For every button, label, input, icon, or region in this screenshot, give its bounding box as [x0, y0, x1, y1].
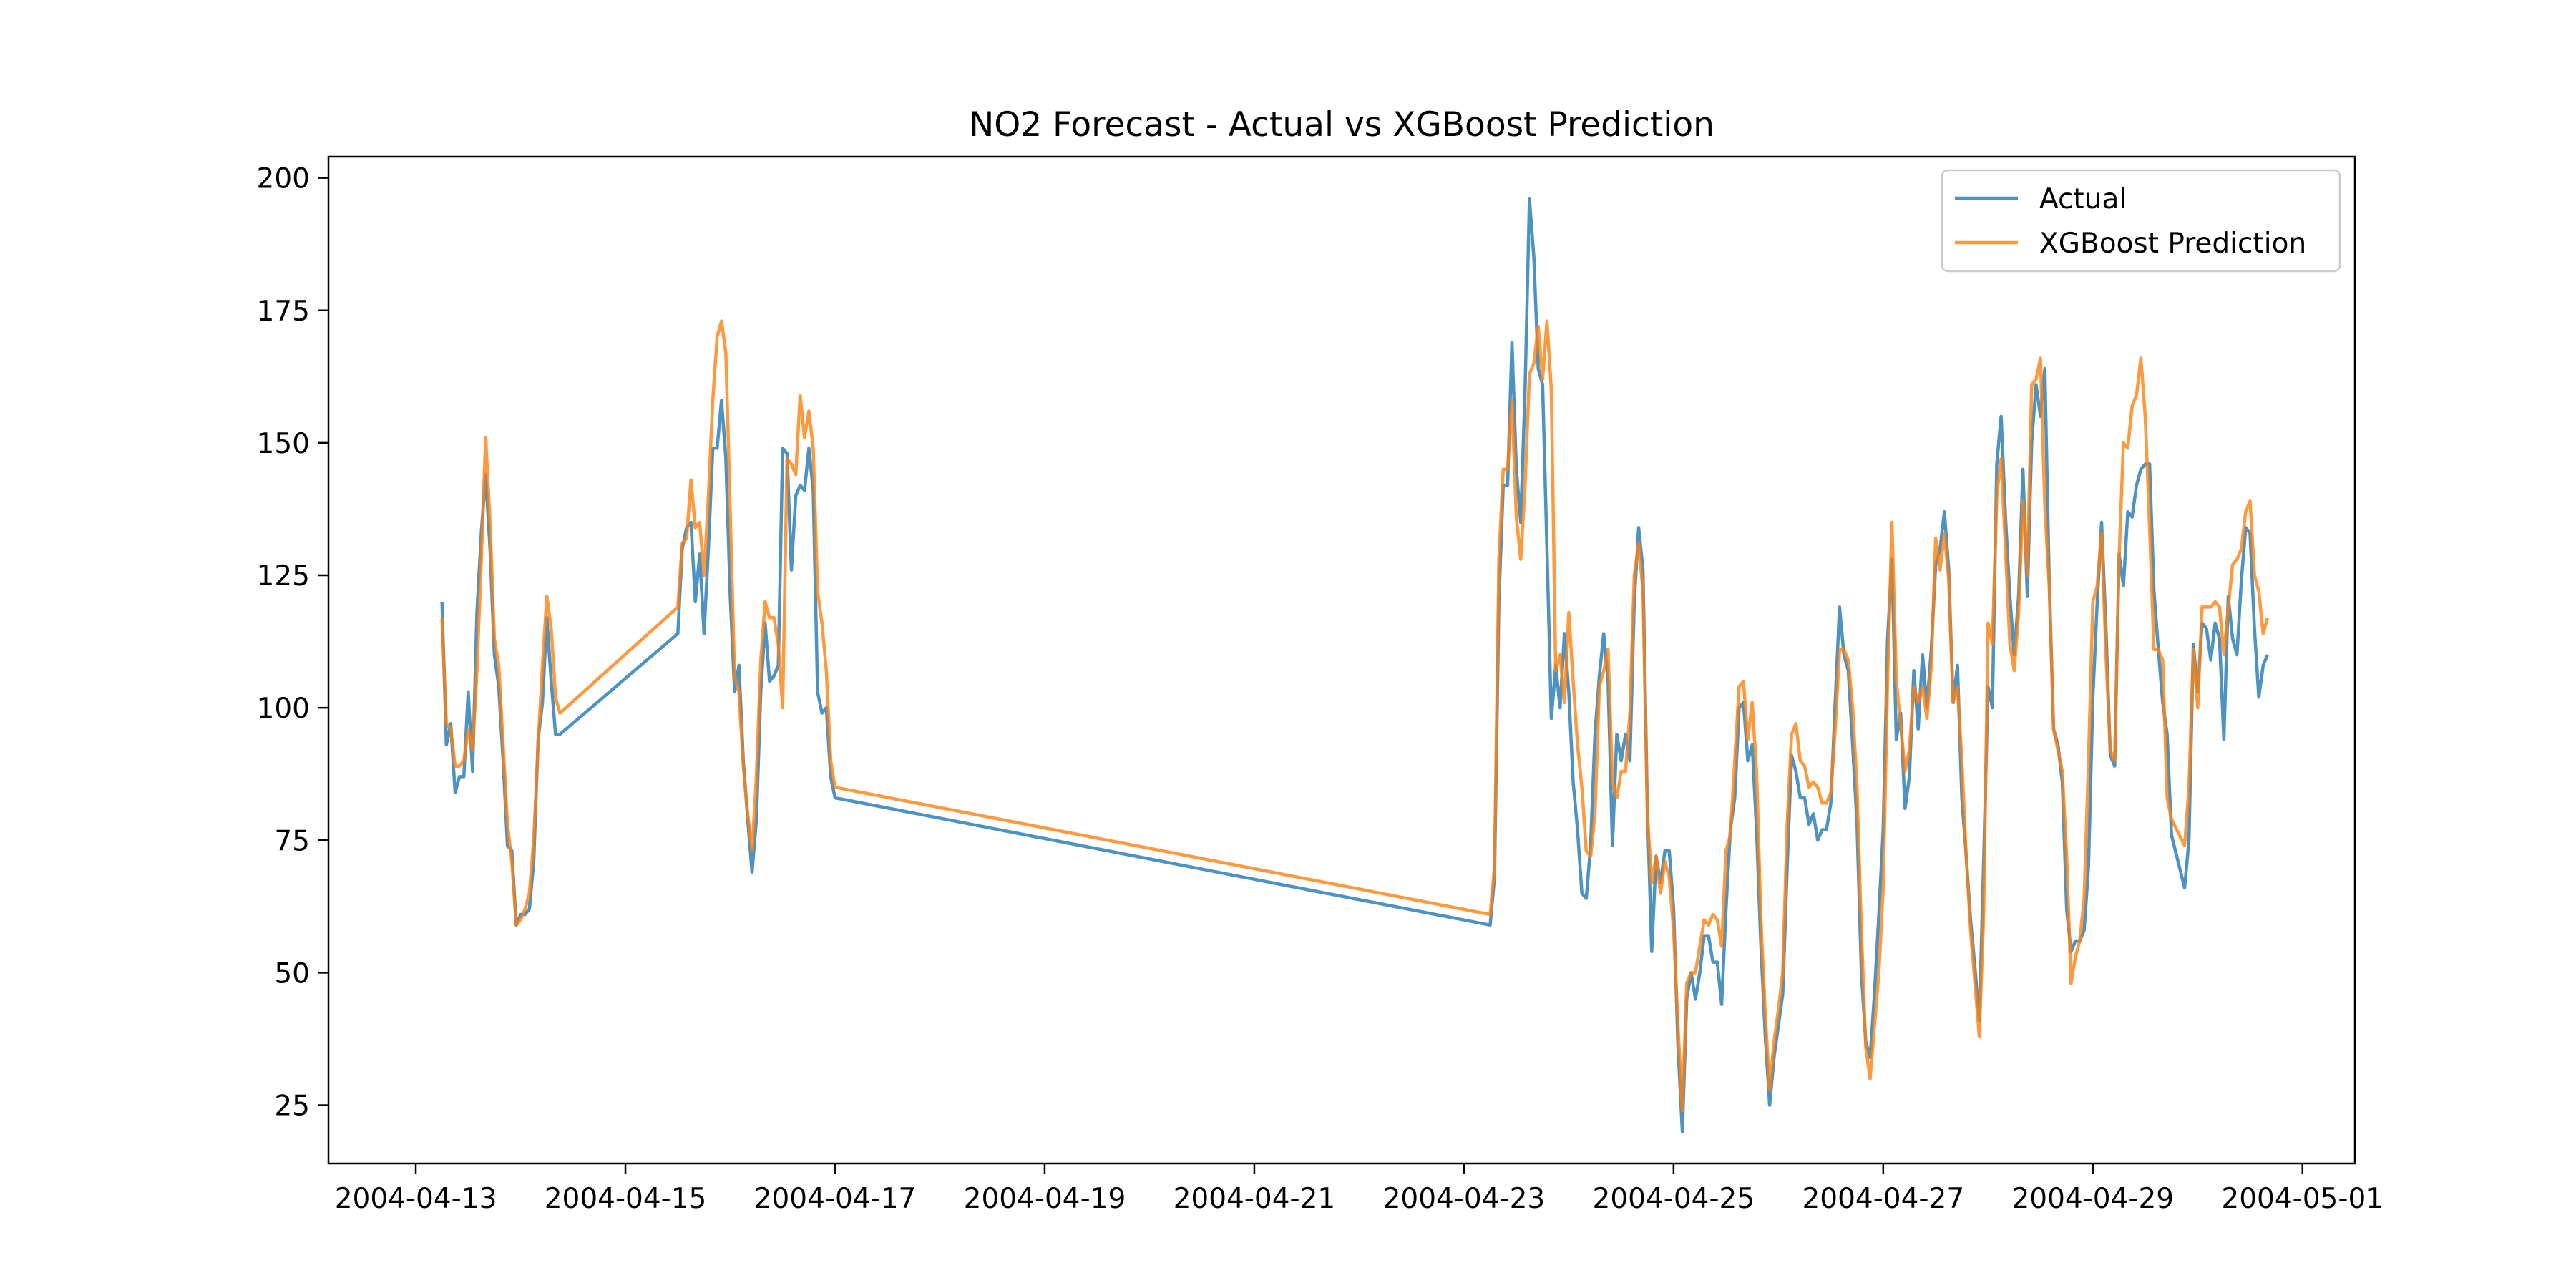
- plot-frame: [327, 155, 2356, 1165]
- x-tick-label: 2004-04-13: [335, 1183, 497, 1215]
- y-tick-label: 25: [274, 1091, 310, 1123]
- legend-box: [1941, 169, 2341, 273]
- legend: Actual XGBoost Prediction: [1941, 169, 2341, 273]
- chart-title: NO2 Forecast - Actual vs XGBoost Predict…: [969, 105, 1714, 145]
- x-tick-label: 2004-04-19: [964, 1183, 1126, 1215]
- series-layer: [440, 197, 2270, 1133]
- y-tick-label: 125: [257, 560, 310, 592]
- x-tick-label: 2004-04-29: [2011, 1183, 2174, 1215]
- y-tick-label: 175: [257, 296, 310, 328]
- x-tick-label: 2004-04-21: [1174, 1183, 1336, 1215]
- y-tick-label: 100: [257, 693, 310, 725]
- x-tick-label: 2004-04-25: [1593, 1183, 1755, 1215]
- x-tick-label: 2004-04-23: [1383, 1183, 1546, 1215]
- x-tick-label: 2004-04-15: [545, 1183, 707, 1215]
- y-tick-label: 200: [257, 163, 310, 195]
- y-tick-label: 150: [257, 428, 310, 460]
- series-line-xgboost-prediction: [440, 319, 2270, 1113]
- y-axis: 25 50 75 100 125 150 175 200: [257, 163, 328, 1123]
- x-tick-label: 2004-04-17: [754, 1183, 917, 1215]
- x-tick-label: 2004-04-27: [1802, 1183, 1964, 1215]
- x-tick-label: 2004-05-01: [2221, 1183, 2384, 1215]
- x-axis: 2004-04-13 2004-04-15 2004-04-17 2004-04-19…: [335, 1163, 2384, 1215]
- legend-label: XGBoost Prediction: [2039, 228, 2306, 260]
- legend-label: Actual: [2039, 183, 2127, 215]
- y-tick-label: 50: [274, 957, 310, 990]
- y-tick-label: 75: [274, 825, 310, 857]
